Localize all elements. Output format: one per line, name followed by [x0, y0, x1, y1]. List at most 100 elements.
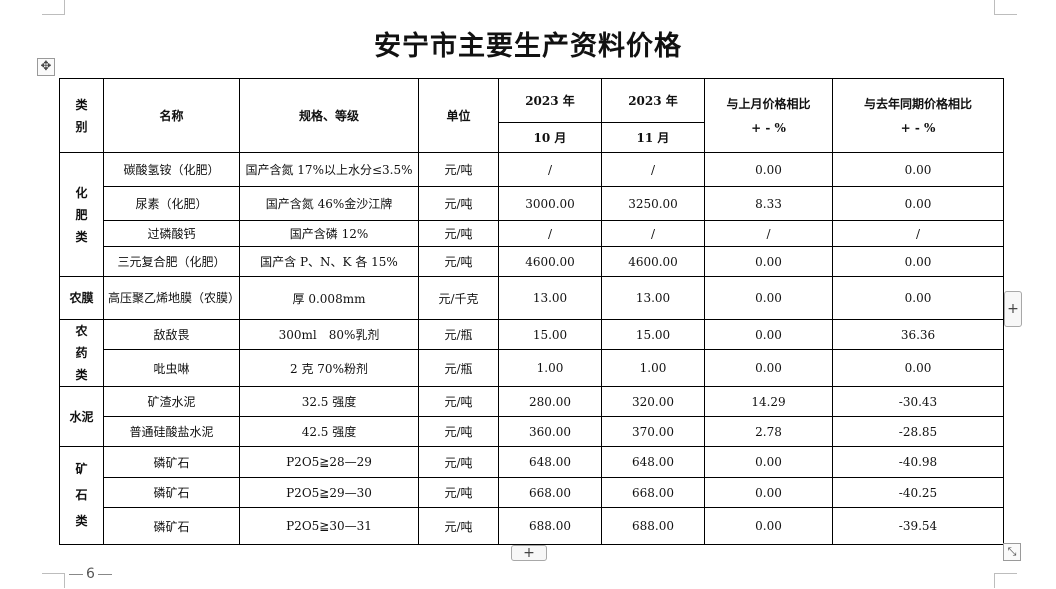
- item-name: 普通硅酸盐水泥: [103, 416, 240, 447]
- plus-icon: +: [523, 545, 535, 561]
- move-arrows-icon: ✥: [40, 59, 52, 74]
- change-mom: 0.00: [704, 246, 833, 277]
- item-spec: 2 克 70%粉剂: [239, 349, 419, 387]
- page-corner-mark: [994, 573, 1017, 588]
- table-row: 化 肥 类 碳酸氢铵（化肥） 国产含氮 17%以上水分≤3.5% 元/吨 / /…: [59, 152, 1004, 277]
- price-nov: 320.00: [601, 386, 705, 417]
- item-spec: 42.5 强度: [239, 416, 419, 447]
- change-yoy: 0.00: [832, 152, 1004, 187]
- item-name: 吡虫啉: [103, 349, 240, 387]
- item-spec: 国产含氮 46%金沙江牌: [239, 186, 419, 221]
- header-category: 类别: [59, 78, 104, 153]
- table-resize-handle[interactable]: ⤡: [1003, 543, 1021, 561]
- price-nov: /: [601, 152, 705, 187]
- price-nov: 3250.00: [601, 186, 705, 221]
- table-row: 磷矿石 P2O5≧29—30 元/吨 668.00 668.00 0.00 -4…: [60, 477, 1004, 508]
- item-name: 矿渣水泥: [103, 386, 240, 417]
- table-row: 矿 石 类 磷矿石 P2O5≧28—29 元/吨 648.00 648.00 0…: [59, 446, 1004, 545]
- item-unit: 元/瓶: [418, 318, 499, 351]
- item-name: 三元复合肥（化肥）: [103, 246, 240, 277]
- change-yoy: -30.43: [832, 386, 1004, 417]
- header-year-nov: 2023 年: [601, 78, 705, 123]
- item-unit: 元/吨: [418, 446, 499, 478]
- price-oct: 688.00: [498, 507, 602, 545]
- header-spec: 规格、等级: [239, 78, 419, 153]
- price-oct: /: [498, 152, 602, 187]
- table-row: 过磷酸钙 国产含磷 12% 元/吨 / / / /: [60, 220, 1004, 247]
- item-unit: 元/吨: [418, 186, 499, 221]
- change-yoy: -40.25: [832, 477, 1004, 508]
- price-oct: 280.00: [498, 386, 602, 417]
- resize-diagonal-icon: ⤡: [1007, 545, 1017, 558]
- item-spec: 国产含氮 17%以上水分≤3.5%: [239, 152, 419, 187]
- header-name: 名称: [103, 78, 240, 153]
- item-spec: P2O5≧28—29: [239, 446, 419, 478]
- item-spec: P2O5≧29—30: [239, 477, 419, 508]
- price-oct: /: [498, 220, 602, 247]
- item-spec: 国产含磷 12%: [239, 220, 419, 247]
- table-row: 农 药 类 敌敌畏 300ml 80%乳剂 元/瓶 15.00 15.00 0.…: [59, 318, 1004, 387]
- item-unit: 元/吨: [418, 152, 499, 187]
- plus-icon: +: [1007, 301, 1019, 317]
- item-unit: 元/吨: [418, 246, 499, 277]
- item-spec: 厚 0.008mm: [239, 276, 419, 320]
- header-yoy: 与去年同期价格相比 + - %: [832, 78, 1004, 153]
- change-yoy: -39.54: [832, 507, 1004, 545]
- price-oct: 4600.00: [498, 246, 602, 277]
- item-spec: 国产含 P、N、K 各 15%: [239, 246, 419, 277]
- price-oct: 3000.00: [498, 186, 602, 221]
- table-row: 三元复合肥（化肥） 国产含 P、N、K 各 15% 元/吨 4600.00 46…: [60, 246, 1004, 277]
- change-yoy: 0.00: [832, 246, 1004, 277]
- item-unit: 元/吨: [418, 477, 499, 508]
- header-mom: 与上月价格相比 + - %: [704, 78, 833, 153]
- price-nov: 1.00: [601, 349, 705, 387]
- price-nov: 648.00: [601, 446, 705, 478]
- change-yoy: /: [832, 220, 1004, 247]
- change-yoy: 0.00: [832, 186, 1004, 221]
- price-oct: 360.00: [498, 416, 602, 447]
- add-column-button[interactable]: +: [1004, 291, 1022, 327]
- item-name: 过磷酸钙: [103, 220, 240, 247]
- change-mom: 0.00: [704, 276, 833, 320]
- table-move-handle[interactable]: ✥: [37, 58, 55, 76]
- header-month-oct: 10 月: [498, 122, 602, 153]
- change-mom: 0.00: [704, 318, 833, 351]
- header-unit: 单位: [418, 78, 499, 153]
- table-row: 水泥 矿渣水泥 32.5 强度 元/吨 280.00 320.00 14.29 …: [59, 386, 1004, 447]
- item-name: 尿素（化肥）: [103, 186, 240, 221]
- price-oct: 1.00: [498, 349, 602, 387]
- item-name: 碳酸氢铵（化肥）: [103, 152, 240, 187]
- item-name: 磷矿石: [103, 507, 240, 545]
- category-ore: 矿 石 类: [59, 446, 104, 545]
- item-name: 磷矿石: [103, 446, 240, 478]
- change-mom: 2.78: [704, 416, 833, 447]
- item-spec: 300ml 80%乳剂: [239, 318, 419, 351]
- change-yoy: -28.85: [832, 416, 1004, 447]
- price-nov: 688.00: [601, 507, 705, 545]
- price-table: 类别 名称 规格、等级 单位 2023 年 2023 年 与上月价格相比 + -…: [59, 78, 1004, 545]
- item-spec: 32.5 强度: [239, 386, 419, 417]
- item-name: 磷矿石: [103, 477, 240, 508]
- page-number: 6: [66, 566, 115, 582]
- item-unit: 元/吨: [418, 220, 499, 247]
- item-unit: 元/千克: [418, 276, 499, 320]
- table-row: 吡虫啉 2 克 70%粉剂 元/瓶 1.00 1.00 0.00 0.00: [60, 349, 1004, 387]
- category-pesticide: 农 药 类: [59, 319, 104, 387]
- add-row-button[interactable]: +: [511, 545, 547, 561]
- price-nov: 370.00: [601, 416, 705, 447]
- document-title: 安宁市主要生产资料价格: [374, 31, 682, 62]
- table-row: 磷矿石 P2O5≧30—31 元/吨 688.00 688.00 0.00 -3…: [60, 507, 1004, 545]
- item-name: 高压聚乙烯地膜（农膜）: [103, 276, 240, 320]
- page-corner-mark: [994, 0, 1017, 15]
- price-oct: 13.00: [498, 276, 602, 320]
- change-mom: 0.00: [704, 507, 833, 545]
- change-yoy: 36.36: [832, 318, 1004, 351]
- item-unit: 元/吨: [418, 416, 499, 447]
- item-spec: P2O5≧30—31: [239, 507, 419, 545]
- header-month-nov: 11 月: [601, 122, 705, 153]
- price-oct: 15.00: [498, 318, 602, 351]
- table-row: 农膜 高压聚乙烯地膜（农膜） 厚 0.008mm 元/千克 13.00 13.0…: [59, 276, 1004, 320]
- price-oct: 668.00: [498, 477, 602, 508]
- change-mom: /: [704, 220, 833, 247]
- change-mom: 14.29: [704, 386, 833, 417]
